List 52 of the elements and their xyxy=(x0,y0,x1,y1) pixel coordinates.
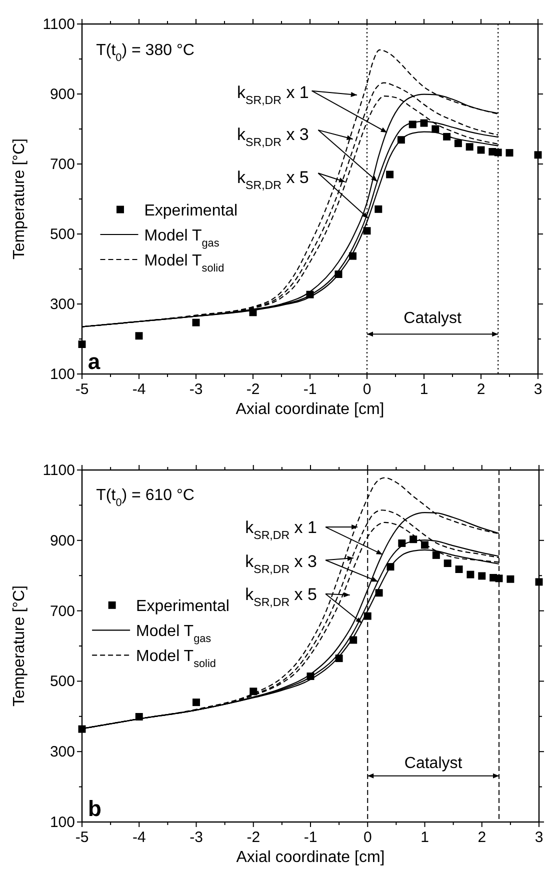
x-tick-label: -1 xyxy=(304,829,318,846)
y-tick-label: 700 xyxy=(50,156,75,173)
x-tick-label: -2 xyxy=(246,829,260,846)
y-tick-label: 900 xyxy=(50,532,75,550)
annotation: k$_{SR,DR}$ x 5 xyxy=(237,168,309,192)
y-tick-label: 300 xyxy=(50,744,75,761)
x-tick-label: 2 xyxy=(478,829,486,846)
y-tick-label: 100 xyxy=(50,814,75,831)
y-axis-title: Temperature [°C] xyxy=(11,138,28,260)
y-tick-label: 900 xyxy=(50,86,75,103)
annotation: k$_{SR,DR}$ x 5 xyxy=(245,584,317,609)
legend-label: Model T$_{gas}$ xyxy=(136,623,212,646)
legend-label: Experimental xyxy=(144,202,238,220)
x-tick-label: -3 xyxy=(190,829,203,846)
x-tick-label: 2 xyxy=(476,381,486,398)
legend-label: Model T$_{solid}$ xyxy=(136,648,216,670)
annotation: k$_{SR,DR}$ x 3 xyxy=(245,552,317,576)
y-tick-label: 300 xyxy=(50,296,75,313)
y-tick-label: 100 xyxy=(50,366,75,383)
legend-label: Model T$_{solid}$ xyxy=(144,252,224,274)
y-tick-label: 1100 xyxy=(42,462,75,479)
x-tick-label: 3 xyxy=(534,381,542,398)
x-tick-label: -4 xyxy=(132,829,146,846)
y-tick-label: 500 xyxy=(50,673,75,690)
y-axis-title: Temperature [°C] xyxy=(11,585,28,707)
y-tick-label: 700 xyxy=(50,602,75,620)
annotation: a xyxy=(88,349,101,374)
annotation: T(t$_{0}$) = 610 °C xyxy=(96,486,194,509)
annotation: T(t$_{0}$) = 380 °C xyxy=(96,42,194,64)
legend-label: Model T$_{gas}$ xyxy=(144,228,220,250)
x-tick-label: 0 xyxy=(363,829,372,846)
x-axis-title: Axial coordinate [cm] xyxy=(236,401,384,418)
x-tick-label: 1 xyxy=(420,381,428,398)
x-tick-label: -2 xyxy=(246,381,260,398)
x-tick-label: 0 xyxy=(362,381,372,398)
annotation: k$_{SR,DR}$ x 1 xyxy=(237,82,309,107)
y-tick-label: 1100 xyxy=(42,16,75,33)
annotation: Catalyst xyxy=(404,310,462,327)
x-tick-label: -5 xyxy=(75,829,89,846)
annotation: Catalyst xyxy=(404,755,463,772)
x-tick-label: 1 xyxy=(420,829,429,846)
legend-label: Experimental xyxy=(136,598,230,616)
x-tick-label: -3 xyxy=(189,381,203,398)
x-tick-label: -1 xyxy=(303,381,317,398)
x-tick-label: -4 xyxy=(132,381,146,398)
annotation: k$_{SR,DR}$ x 1 xyxy=(245,518,317,542)
y-tick-label: 500 xyxy=(50,226,75,243)
annotation: b xyxy=(88,796,102,822)
x-axis-title: Axial coordinate [cm] xyxy=(236,849,385,866)
x-tick-label: 3 xyxy=(534,829,544,846)
annotation: k$_{SR,DR}$ x 3 xyxy=(237,124,309,149)
x-tick-label: -5 xyxy=(75,381,89,398)
